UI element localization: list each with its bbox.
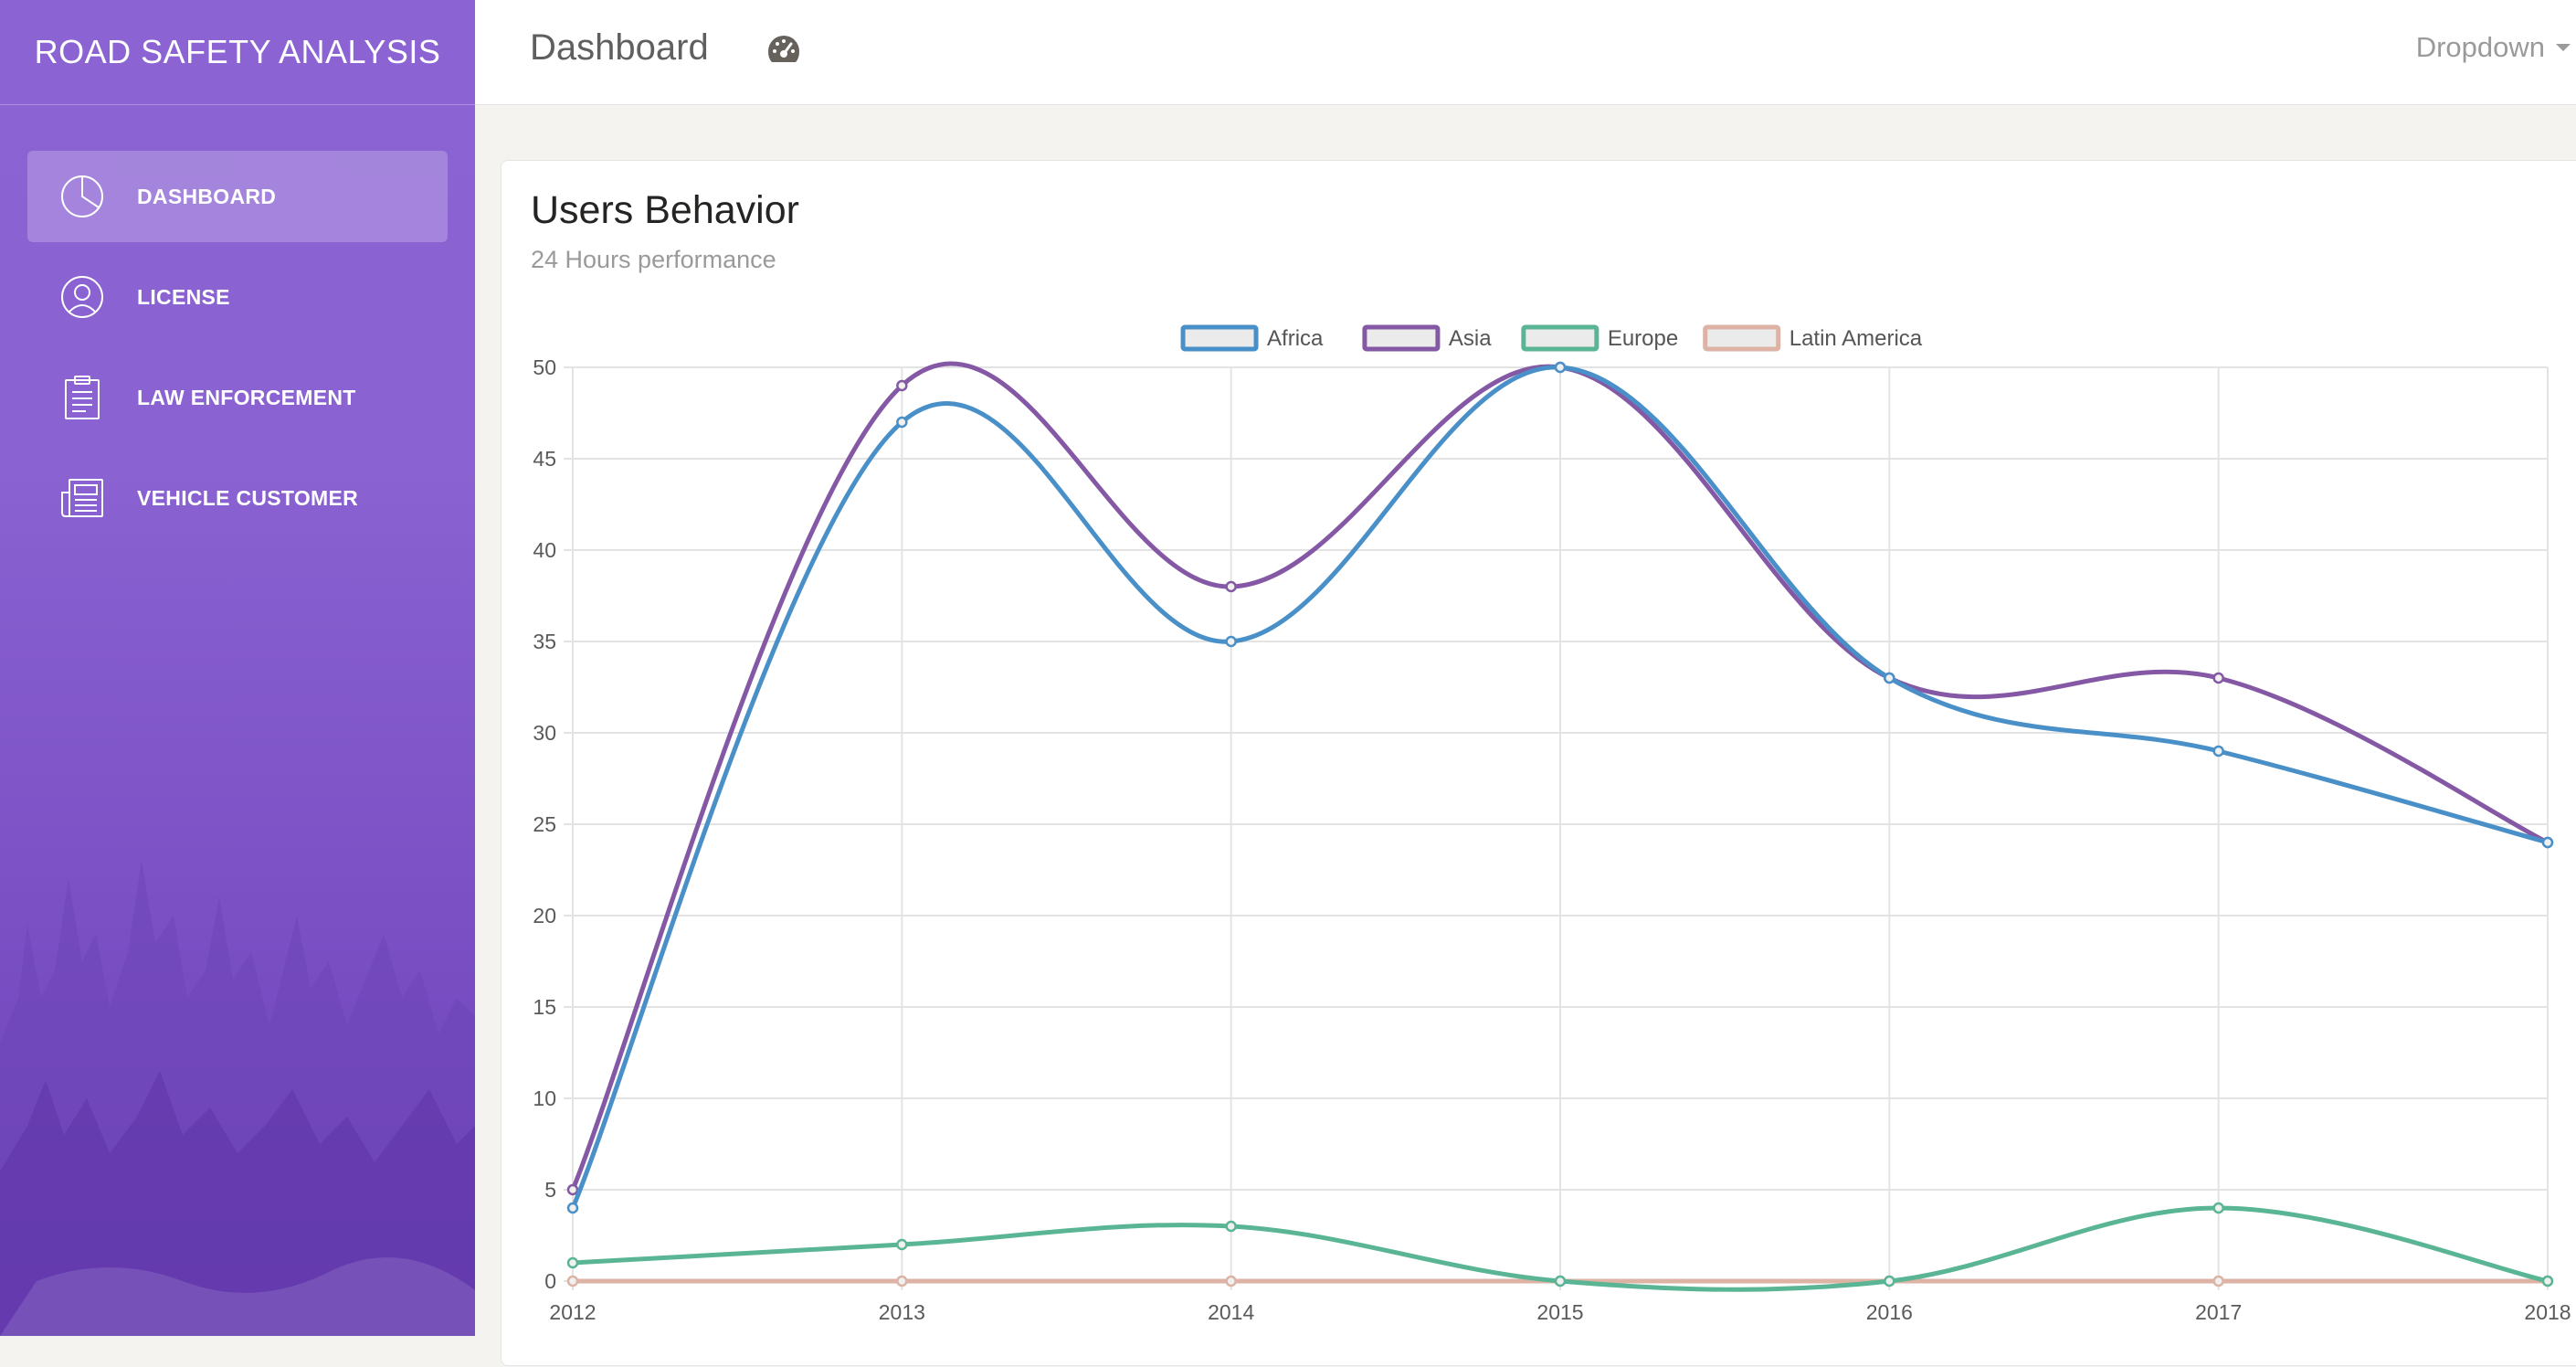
series-line-asia <box>570 361 2550 1191</box>
data-point-africa <box>2212 745 2224 758</box>
sidebar: ROAD SAFETY ANALYSIS DASHBOARD LICENSE <box>0 0 475 1336</box>
caret-down-icon <box>2556 44 2571 51</box>
x-tick-label: 2016 <box>1866 1300 1913 1324</box>
data-point-europe <box>896 1238 908 1251</box>
data-point-europe <box>1225 1220 1237 1233</box>
user-icon <box>58 273 106 321</box>
x-tick-label: 2015 <box>1536 1300 1583 1324</box>
data-point-latin-america <box>896 1275 908 1288</box>
dropdown-label: Dropdown <box>2415 31 2545 63</box>
x-tick-label: 2012 <box>549 1300 596 1324</box>
legend-swatch-africa <box>1180 324 1259 352</box>
data-point-africa <box>2541 836 2554 849</box>
data-point-asia <box>566 1183 579 1196</box>
legend-swatch-latin-america <box>1703 324 1781 352</box>
y-tick-label: 15 <box>533 995 556 1019</box>
y-tick-label: 30 <box>533 721 556 745</box>
x-tick-label: 2014 <box>1208 1300 1254 1324</box>
brand-title[interactable]: ROAD SAFETY ANALYSIS <box>0 0 475 105</box>
users-behavior-card: Users Behavior 24 Hours performance 0 5 10… <box>501 160 2576 1366</box>
data-point-europe <box>1554 1275 1567 1288</box>
users-behavior-line-chart: 0 5 10 15 20 25 30 35 40 45 50 2012 2013 2014 2015 2016… <box>533 324 2571 1324</box>
data-point-africa <box>1884 672 1895 684</box>
y-tick-label: 10 <box>533 1086 556 1110</box>
y-tick-label: 20 <box>533 904 556 927</box>
data-point-africa <box>566 1202 579 1214</box>
data-point-asia <box>1225 580 1237 593</box>
y-tick-label: 25 <box>533 812 556 836</box>
x-tick-label: 2018 <box>2524 1300 2571 1324</box>
forest-background-image <box>0 861 475 1336</box>
y-tick-label: 45 <box>533 447 556 471</box>
y-tick-label: 0 <box>544 1269 556 1293</box>
data-point-europe <box>2212 1202 2224 1214</box>
card-title: Users Behavior <box>531 188 799 232</box>
sidebar-item-vehicle-customer[interactable]: VEHICLE CUSTOMER <box>27 452 448 544</box>
x-tick-label: 2013 <box>879 1300 925 1324</box>
sidebar-item-label: LAW ENFORCEMENT <box>137 385 356 409</box>
sidebar-item-dashboard[interactable]: DASHBOARD <box>27 151 448 242</box>
data-point-europe <box>1884 1275 1895 1288</box>
clipboard-icon <box>58 374 106 421</box>
legend-label-europe: Europe <box>1608 326 1678 351</box>
card-subtitle: 24 Hours performance <box>531 246 776 273</box>
data-point-asia <box>2212 672 2224 684</box>
legend-label-asia: Asia <box>1449 326 1492 351</box>
legend-swatch-europe <box>1521 324 1599 352</box>
sidebar-nav: DASHBOARD LICENSE <box>0 151 475 544</box>
sidebar-item-label: LICENSE <box>137 284 230 309</box>
data-point-africa <box>896 416 908 429</box>
sidebar-item-label: VEHICLE CUSTOMER <box>137 485 359 510</box>
sidebar-item-label: DASHBOARD <box>137 184 277 208</box>
data-point-latin-america <box>566 1275 579 1288</box>
sidebar-item-license[interactable]: LICENSE <box>27 251 448 343</box>
y-tick-label: 40 <box>533 538 556 562</box>
sidebar-item-law-enforcement[interactable]: LAW ENFORCEMENT <box>27 352 448 443</box>
top-navbar: Dashboard Dropdown <box>475 0 2576 105</box>
data-point-asia <box>896 379 908 392</box>
dropdown-menu-toggle[interactable]: Dropdown <box>2416 31 2576 64</box>
x-tick-label: 2017 <box>2195 1300 2242 1324</box>
legend-swatch-asia <box>1362 324 1441 352</box>
dashboard-gauge-icon[interactable] <box>765 31 802 68</box>
data-point-latin-america <box>1225 1275 1237 1288</box>
y-tick-label: 35 <box>533 630 556 653</box>
data-point-africa <box>1225 635 1237 648</box>
data-point-africa <box>1554 361 1567 374</box>
data-point-europe <box>566 1256 579 1269</box>
legend-label-africa: Africa <box>1267 326 1324 351</box>
y-tick-label: 5 <box>544 1178 556 1202</box>
pie-chart-icon <box>58 173 106 220</box>
y-tick-label: 50 <box>533 355 556 379</box>
data-point-latin-america <box>2212 1275 2224 1288</box>
legend-label-latin-america: Latin America <box>1789 326 1923 351</box>
data-point-europe <box>2541 1275 2554 1288</box>
page-title: Dashboard <box>530 27 709 68</box>
series-line-africa <box>570 365 2549 1209</box>
newspaper-icon <box>58 474 106 522</box>
